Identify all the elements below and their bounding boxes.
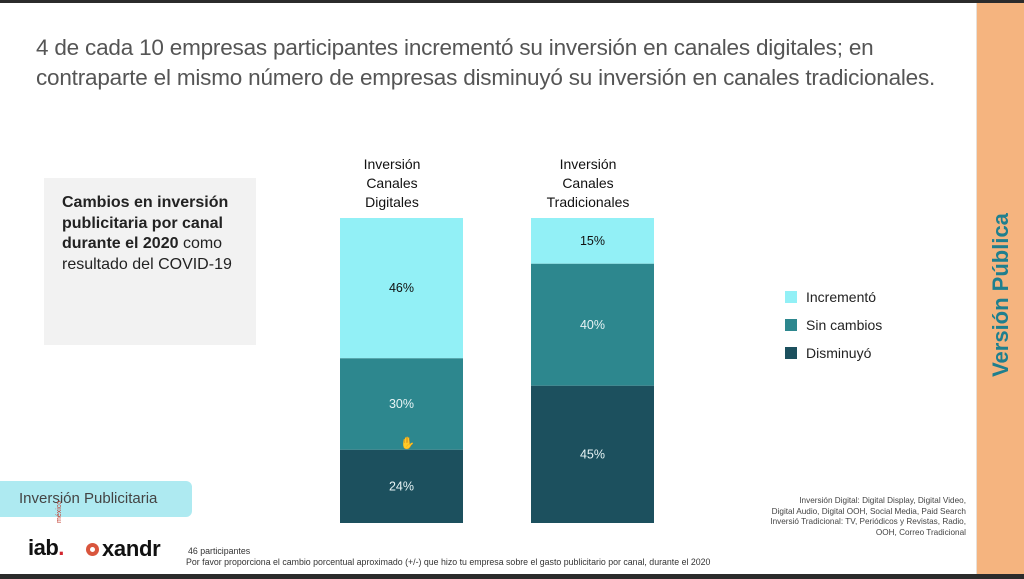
bar-title-line: Inversión [363, 156, 421, 172]
bar-segment-disminuyó [531, 385, 654, 523]
legend-item-sin-cambios: Sin cambios [785, 311, 882, 339]
bar-stack-0: 46% 30% 24% [340, 218, 463, 523]
iab-logo-subtitle: méxico [56, 500, 63, 523]
data-label: 24% [389, 479, 414, 493]
bar-title-line: Canales [562, 175, 614, 191]
data-label: 45% [580, 447, 605, 461]
legend-swatch [785, 291, 797, 303]
xandr-logo: xandr [86, 536, 161, 562]
side-band: Versión Pública [976, 3, 1024, 574]
note-line: Inversió Tradicional: TV, Periódicos y R… [770, 517, 966, 526]
iab-mexico-logo: iab. [28, 535, 64, 561]
bar-segment-incrementó [340, 218, 463, 359]
xandr-logo-text: xandr [102, 536, 161, 561]
bar-title-line: Tradicionales [546, 194, 630, 210]
data-label: 15% [580, 234, 605, 248]
version-label: Versión Pública [987, 213, 1013, 377]
description-bold: Cambios en inversión publicitaria por ca… [62, 194, 229, 252]
legend-label: Sin cambios [806, 317, 883, 333]
bar-stack-1: 15% 40% 45% [531, 218, 654, 523]
bar-title-line: Inversión [559, 156, 617, 172]
iab-logo-text: iab [28, 535, 59, 560]
bar-title-line: Digitales [365, 194, 419, 210]
xandr-logo-mark-icon [86, 542, 99, 556]
survey-question: Por favor proporciona el cambio porcentu… [186, 557, 711, 567]
legend-swatch [785, 319, 797, 331]
note-line: OOH, Correo Tradicional [875, 527, 966, 537]
bar-title-digital: Inversión Canales Digitales [312, 155, 472, 212]
bar-segment-sin-cambios [340, 358, 463, 450]
bar-title-tradicional: Inversión Canales Tradicionales [508, 155, 668, 212]
bar-segment-sin-cambios [531, 263, 654, 386]
channel-definitions-note: Inversión Digital: Digital Display, Digi… [700, 496, 966, 538]
headline: 4 de cada 10 empresas participantes incr… [36, 35, 936, 90]
bar-title-line: Canales [366, 175, 418, 191]
chart-description-box: Cambios en inversión publicitaria por ca… [44, 178, 256, 345]
iab-logo-dot: . [58, 535, 64, 560]
participants-count: 46 participantes [188, 546, 251, 556]
section-tag: Inversión Publicitaria [0, 481, 192, 517]
legend-swatch [785, 347, 797, 359]
data-label: 46% [389, 281, 414, 295]
chart-legend: Incrementó Sin cambios Disminuyó [785, 283, 882, 367]
note-line: Digital Audio, Digital OOH, Social Media… [771, 506, 966, 516]
stacked-bar-chart: 46% 30% 24% 15% 40% 45% [340, 218, 654, 523]
slide: 4 de cada 10 empresas participantes incr… [0, 3, 1024, 574]
data-label: 30% [389, 397, 414, 411]
legend-item-disminuyo: Disminuyó [785, 339, 882, 367]
legend-item-incremento: Incrementó [785, 283, 882, 311]
note-line: Inversión Digital: Digital Display, Digi… [799, 496, 966, 505]
bar-segment-incrementó [531, 218, 654, 264]
description-regular: como resultado del COVID-19 [62, 235, 232, 273]
data-label: 40% [580, 318, 605, 332]
legend-label: Incrementó [806, 289, 877, 305]
hand-cursor-icon: ✋ [400, 436, 415, 450]
legend-label: Disminuyó [806, 345, 872, 361]
bar-segment-disminuyó [340, 449, 463, 523]
